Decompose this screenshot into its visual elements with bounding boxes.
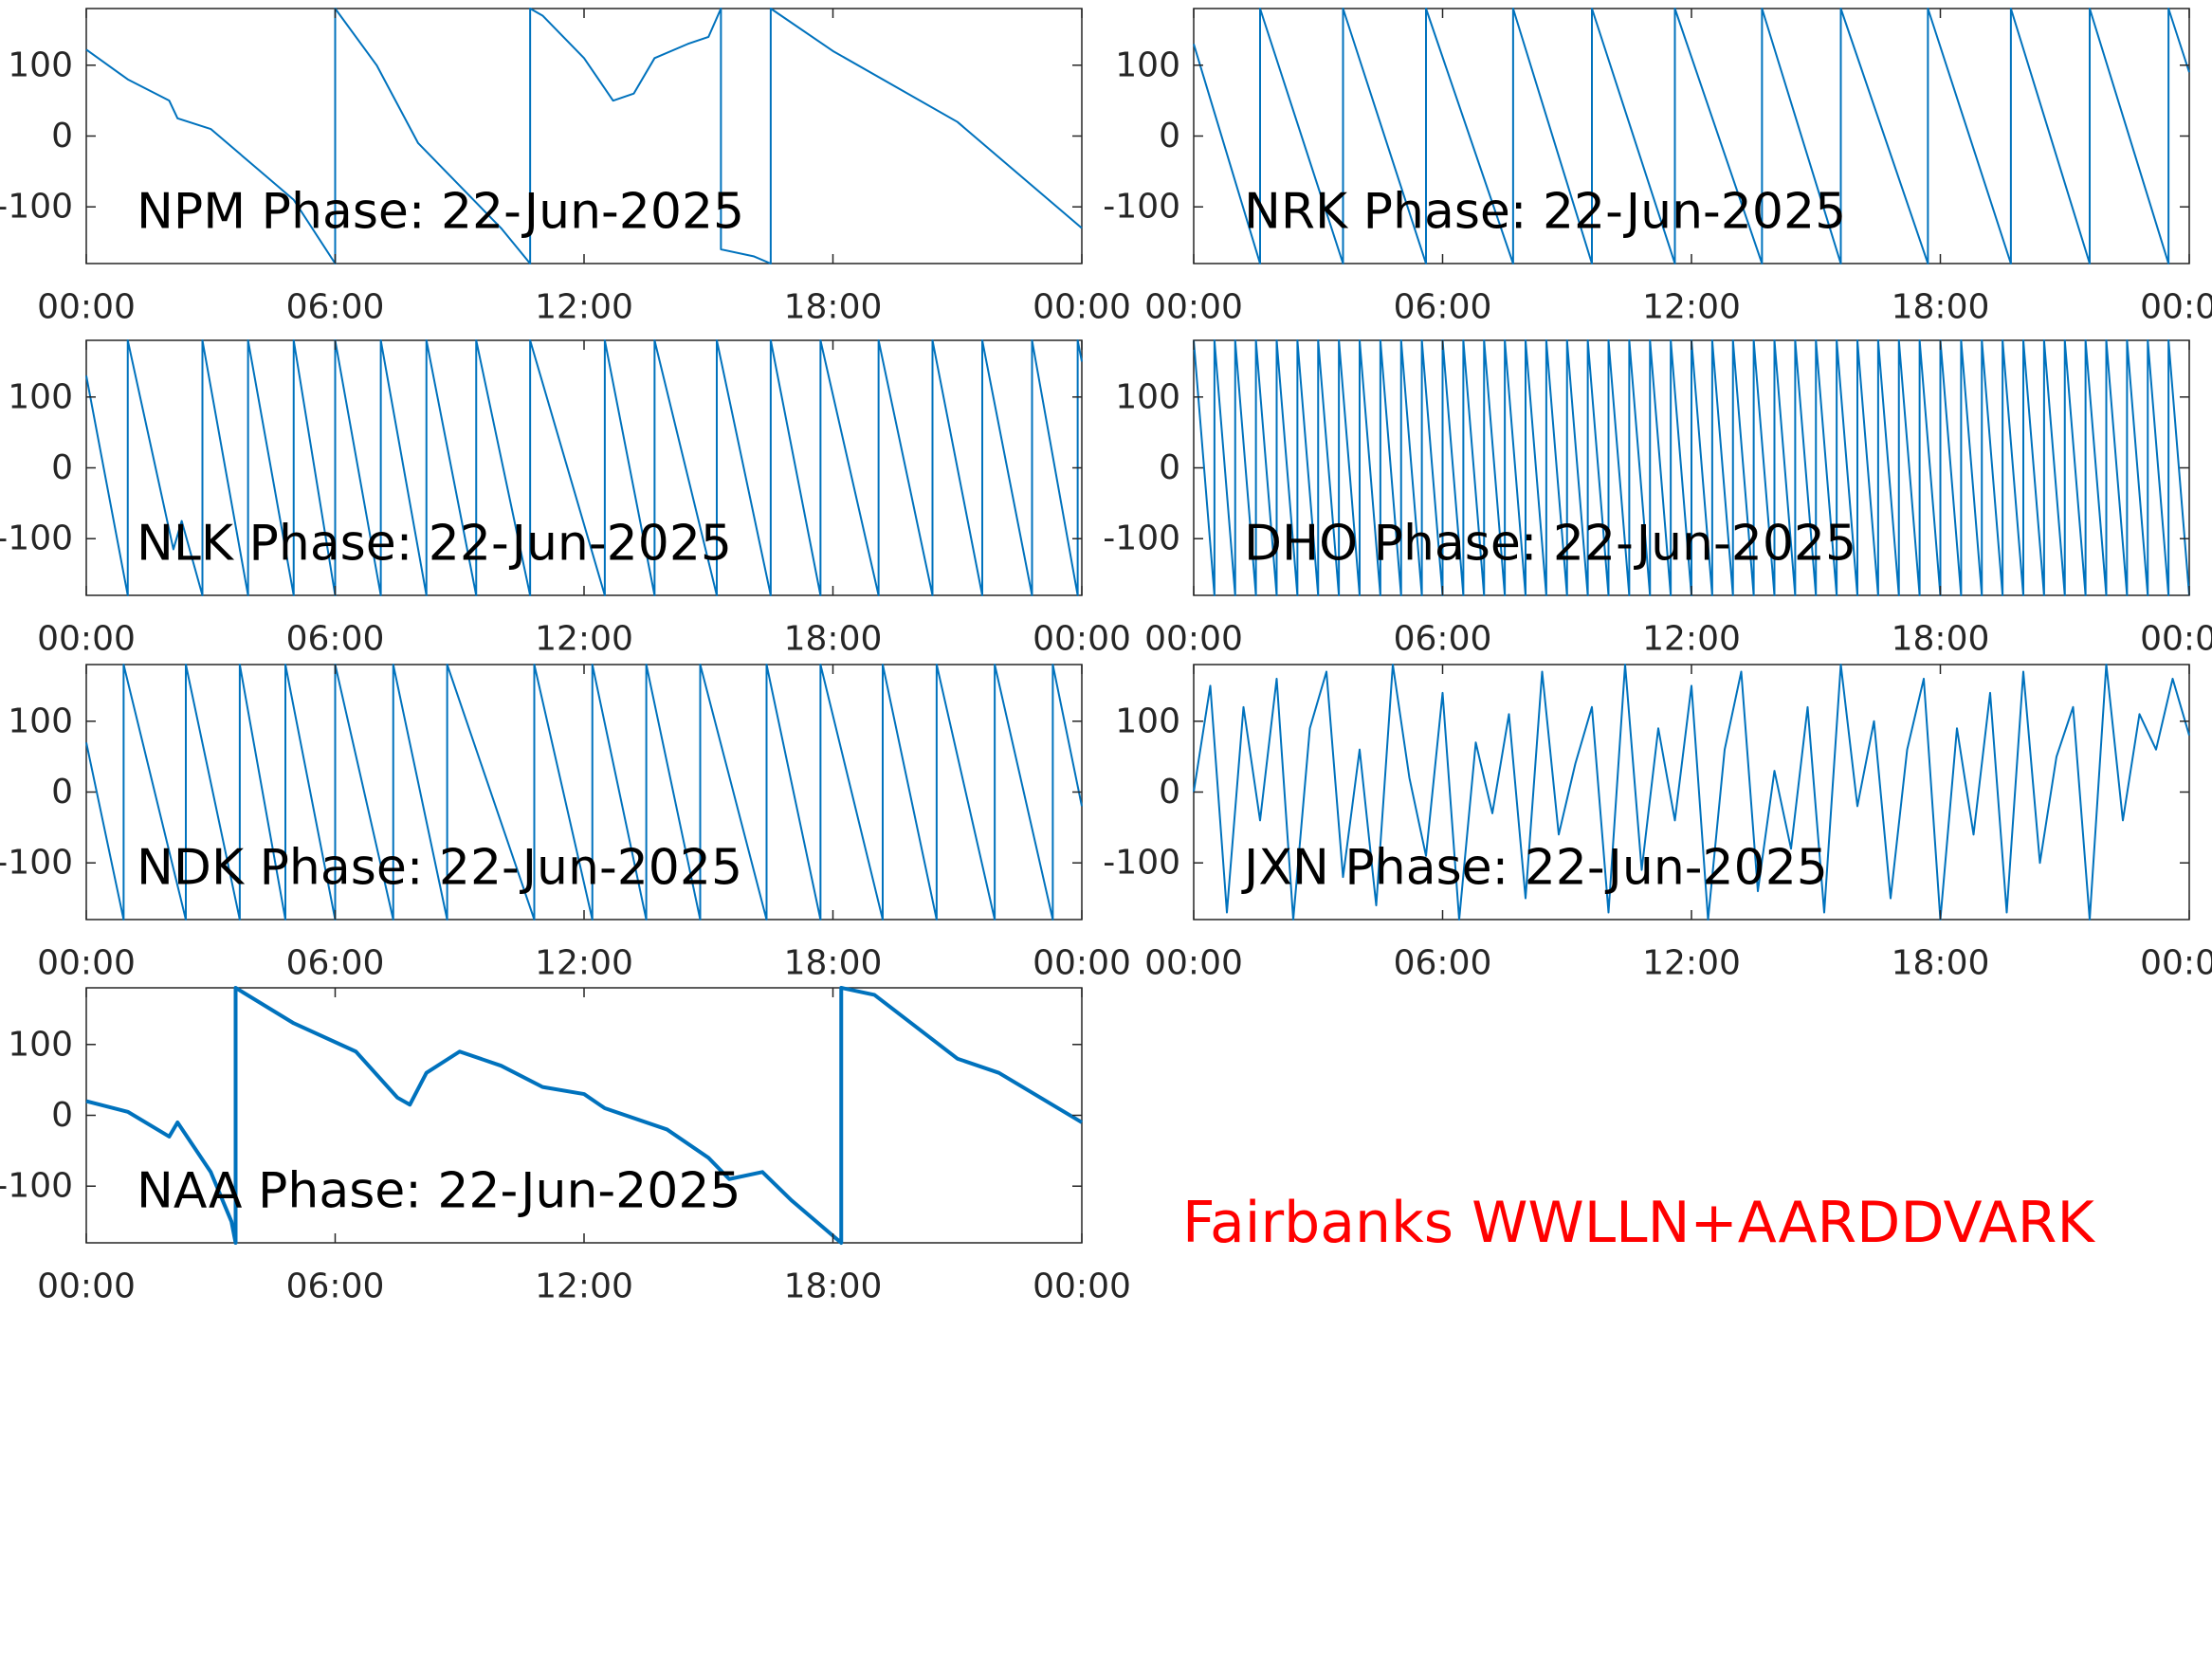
x-tick-label: 00:00 bbox=[1144, 620, 1243, 659]
x-tick-label: 00:00 bbox=[1144, 288, 1243, 327]
x-tick-label: 06:00 bbox=[1394, 944, 1492, 983]
x-tick-label: 06:00 bbox=[1394, 620, 1492, 659]
panel: -100 0 100 00:00 06:00 12:00 18:00 00:00 JXN Pha… bbox=[1103, 664, 2212, 983]
x-tick-label: 00:00 bbox=[1033, 944, 1131, 983]
y-tick-label: 0 bbox=[51, 117, 73, 155]
y-tick-label: 0 bbox=[1159, 448, 1180, 487]
panel-title: NPM Phase: 22-Jun-2025 bbox=[137, 183, 744, 240]
x-tick-label: 12:00 bbox=[1642, 620, 1741, 659]
phase-line bbox=[1193, 339, 2190, 596]
y-tick-label: 0 bbox=[1159, 117, 1180, 155]
x-tick-label: 00:00 bbox=[1033, 288, 1131, 327]
x-tick-label: 00:00 bbox=[37, 944, 136, 983]
y-tick-label: 100 bbox=[8, 1025, 73, 1064]
x-tick-label: 06:00 bbox=[286, 1267, 385, 1306]
x-tick-label: 18:00 bbox=[1892, 288, 1990, 327]
axes-box bbox=[85, 8, 1083, 264]
panel: -100 0 100 00:00 06:00 12:00 18:00 00:00 NLK Pha… bbox=[0, 339, 1131, 659]
panel-title: NRK Phase: 22-Jun-2025 bbox=[1244, 183, 1846, 240]
y-tick-label: -100 bbox=[0, 1167, 73, 1206]
axes-box bbox=[1193, 664, 2190, 921]
x-tick-label: 00:00 bbox=[1033, 1267, 1131, 1306]
panel-title: NDK Phase: 22-Jun-2025 bbox=[137, 839, 742, 896]
x-tick-label: 12:00 bbox=[535, 1267, 633, 1306]
y-tick-label: 100 bbox=[1115, 377, 1180, 416]
x-tick-label: 00:00 bbox=[2140, 620, 2212, 659]
x-tick-label: 06:00 bbox=[286, 288, 385, 327]
y-tick-label: -100 bbox=[1103, 520, 1180, 558]
y-tick-label: 0 bbox=[51, 448, 73, 487]
x-tick-label: 18:00 bbox=[784, 620, 883, 659]
panel: -100 0 100 00:00 06:00 12:00 18:00 00:00 DHO Pha… bbox=[1103, 339, 2212, 659]
x-tick-label: 18:00 bbox=[784, 288, 883, 327]
x-tick-label: 18:00 bbox=[1892, 944, 1990, 983]
x-tick-label: 00:00 bbox=[37, 1267, 136, 1306]
x-tick-label: 06:00 bbox=[286, 944, 385, 983]
panel-title: JXN Phase: 22-Jun-2025 bbox=[1241, 839, 1828, 896]
x-tick-label: 18:00 bbox=[1892, 620, 1990, 659]
y-tick-label: 100 bbox=[8, 377, 73, 416]
phase-line bbox=[1193, 8, 2190, 264]
y-tick-label: 0 bbox=[51, 1096, 73, 1135]
y-tick-label: 0 bbox=[1159, 773, 1180, 811]
panel: -100 0 100 00:00 06:00 12:00 18:00 00:00 NAA Pha… bbox=[0, 986, 1131, 1306]
y-tick-label: 100 bbox=[1115, 702, 1180, 740]
x-tick-label: 12:00 bbox=[1642, 288, 1741, 327]
phase-line bbox=[85, 339, 1083, 596]
figure-annotation: Fairbanks WWLLN+AARDDVARK bbox=[1182, 1190, 2095, 1256]
panel: -100 0 100 00:00 06:00 12:00 18:00 00:00 NRK Pha… bbox=[1103, 8, 2212, 327]
panel-title: NLK Phase: 22-Jun-2025 bbox=[137, 515, 732, 572]
y-tick-label: -100 bbox=[1103, 188, 1180, 227]
y-tick-label: 100 bbox=[1115, 46, 1180, 84]
phase-line bbox=[85, 986, 1084, 1245]
x-tick-label: 12:00 bbox=[1642, 944, 1741, 983]
x-tick-label: 06:00 bbox=[1394, 288, 1492, 327]
panel-title: DHO Phase: 22-Jun-2025 bbox=[1244, 515, 1856, 572]
panel: -100 0 100 00:00 06:00 12:00 18:00 00:00 NDK Pha… bbox=[0, 664, 1131, 983]
x-tick-label: 12:00 bbox=[535, 944, 633, 983]
phase-line bbox=[85, 664, 1083, 921]
x-tick-label: 18:00 bbox=[784, 944, 883, 983]
panel: -100 0 100 00:00 06:00 12:00 18:00 00:00 NPM Pha… bbox=[0, 8, 1131, 327]
y-tick-label: -100 bbox=[0, 844, 73, 883]
x-tick-label: 00:00 bbox=[37, 288, 136, 327]
phase-line bbox=[85, 8, 1083, 264]
y-tick-label: -100 bbox=[0, 188, 73, 227]
x-tick-label: 00:00 bbox=[2140, 288, 2212, 327]
x-tick-label: 00:00 bbox=[1033, 620, 1131, 659]
x-tick-label: 12:00 bbox=[535, 288, 633, 327]
x-tick-label: 12:00 bbox=[535, 620, 633, 659]
x-tick-label: 00:00 bbox=[2140, 944, 2212, 983]
y-tick-label: 100 bbox=[8, 702, 73, 740]
panel-title: NAA Phase: 22-Jun-2025 bbox=[137, 1162, 741, 1219]
y-tick-label: -100 bbox=[1103, 844, 1180, 883]
y-tick-label: -100 bbox=[0, 520, 73, 558]
axes-box bbox=[85, 987, 1083, 1244]
phase-line bbox=[1193, 664, 2190, 921]
x-tick-label: 06:00 bbox=[286, 620, 385, 659]
x-tick-label: 00:00 bbox=[1144, 944, 1243, 983]
x-tick-label: 00:00 bbox=[37, 620, 136, 659]
axes-box bbox=[85, 664, 1083, 921]
y-tick-label: 0 bbox=[51, 773, 73, 811]
x-tick-label: 18:00 bbox=[784, 1267, 883, 1306]
y-tick-label: 100 bbox=[8, 46, 73, 84]
